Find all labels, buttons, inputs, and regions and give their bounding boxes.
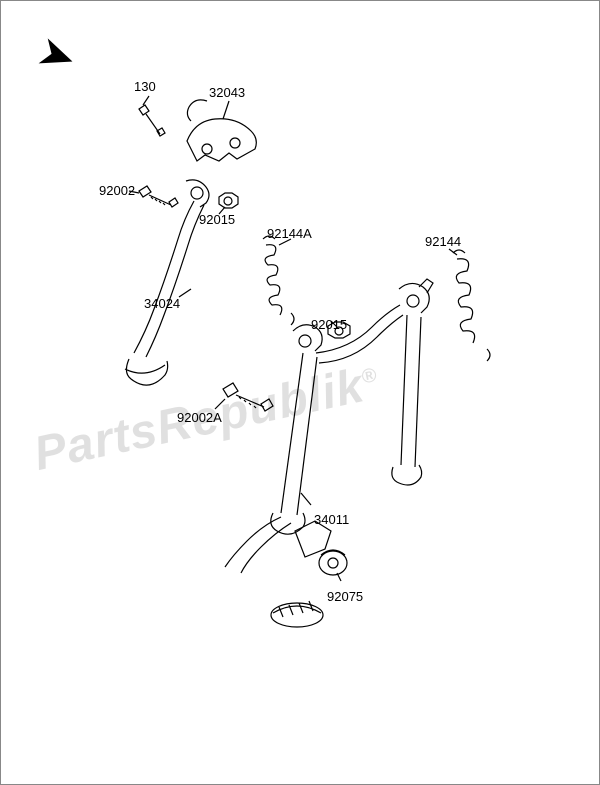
diagram-linework: [1, 1, 600, 785]
spring-92144a-icon: [263, 236, 294, 325]
direction-arrow-icon: [41, 40, 76, 72]
bolt-92002-icon: [129, 186, 178, 207]
nut-92015a-icon: [219, 193, 238, 214]
bolt-130-icon: [139, 96, 165, 136]
bolt-92002a-icon: [215, 383, 273, 411]
bracket-32043-icon: [187, 100, 256, 161]
nut-92015b-icon: [328, 321, 350, 338]
side-stand-34024-icon: [125, 180, 209, 385]
parts-diagram: 130 32043 92002 92015 92144A 34024 92144…: [0, 0, 600, 785]
damper-92075-icon: [319, 550, 347, 581]
spring-92144-icon: [449, 249, 490, 361]
